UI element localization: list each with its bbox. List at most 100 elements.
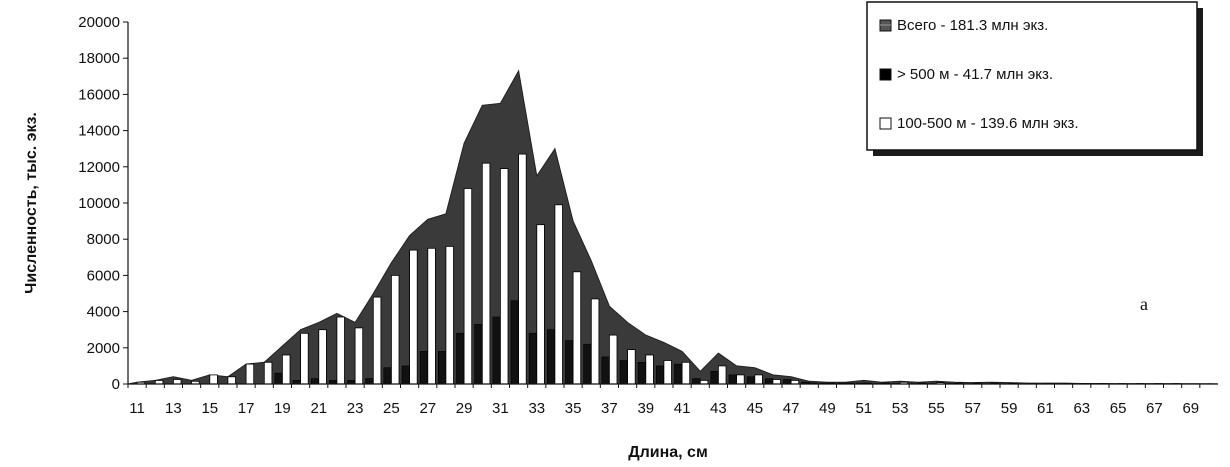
x-tick-label: 13: [165, 400, 182, 417]
bar-deep: [456, 332, 465, 385]
panel-label: а: [1140, 294, 1148, 314]
y-axis-ticks: 0 2000 4000 6000 8000 10000 12000 14000 16000 180…: [78, 14, 128, 393]
bar-deep: [565, 340, 574, 385]
legend-box: [866, 1, 1198, 151]
x-tick-label: 65: [1110, 400, 1127, 417]
bar-shallow: [554, 204, 563, 385]
x-tick-label: 55: [928, 400, 945, 417]
bar-shallow: [318, 329, 327, 385]
legend-label: > 500 м - 41.7 млн экз.: [897, 66, 1053, 83]
x-tick-label: 31: [492, 400, 509, 417]
legend-swatch: [879, 68, 892, 81]
bar-deep: [710, 370, 719, 385]
bar-shallow: [172, 379, 182, 385]
x-tick-label: 39: [637, 400, 654, 417]
bar-shallow: [536, 224, 545, 385]
x-axis-title: Длина, см: [628, 444, 708, 461]
legend-label: 100-500 м - 139.6 млн экз.: [897, 115, 1079, 132]
x-tick-label: 11: [129, 400, 145, 417]
bar-deep: [401, 365, 410, 385]
bar-shallow: [209, 374, 218, 385]
bar-deep: [601, 356, 610, 385]
bar-shallow: [263, 361, 273, 385]
y-tick-label: 6000: [87, 267, 120, 284]
bar-deep: [528, 332, 537, 385]
bar-deep: [274, 372, 283, 385]
bar-deep: [783, 379, 792, 385]
y-tick-label: 16000: [78, 86, 120, 103]
x-tick-label: 63: [1073, 400, 1090, 417]
bar-shallow: [663, 360, 672, 385]
x-tick-label: 43: [710, 400, 727, 417]
x-tick-label: 59: [1001, 400, 1018, 417]
bar-deep: [637, 361, 646, 385]
bar-deep: [655, 365, 665, 385]
bar-deep: [583, 343, 592, 385]
bar-deep: [546, 329, 556, 385]
x-tick-label: 33: [528, 400, 545, 417]
bar-shallow: [227, 376, 236, 385]
x-tick-label: 69: [1182, 400, 1199, 417]
bar-shallow: [445, 245, 454, 385]
x-tick-label: 35: [565, 400, 582, 417]
bar-shallow: [281, 354, 291, 385]
legend-label: Всего - 181.3 млн экз.: [897, 17, 1048, 34]
bar-shallow: [409, 249, 418, 385]
bar-shallow: [245, 363, 255, 385]
bar-shallow: [609, 334, 618, 385]
y-tick-label: 0: [112, 376, 120, 393]
series-total-area: [127, 69, 1219, 385]
y-tick-label: 4000: [87, 304, 120, 321]
bar-shallow: [754, 374, 763, 385]
bar-deep: [692, 378, 701, 385]
x-axis-ticks: 11 13 15 17 19 21 23 25 27 29 31 33 35 37 39 41 43 45 47 49…: [127, 384, 1201, 417]
bar-shallow: [300, 332, 309, 385]
x-tick-label: 47: [783, 400, 800, 417]
x-tick-label: 37: [601, 400, 618, 417]
x-tick-label: 41: [674, 400, 691, 417]
y-axis-title: Численность, тыс. экз.: [23, 112, 40, 294]
x-tick-label: 51: [855, 400, 872, 417]
total-area-layer: [127, 69, 1219, 385]
bar-shallow: [627, 349, 636, 385]
bar-deep: [728, 374, 737, 385]
bar-deep: [419, 351, 429, 385]
x-tick-label: 57: [964, 400, 981, 417]
legend-swatch: [879, 117, 892, 130]
bar-shallow: [427, 247, 436, 385]
y-tick-label: 12000: [78, 159, 120, 176]
x-tick-label: 27: [419, 400, 436, 417]
bar-deep: [674, 363, 683, 385]
y-tick-label: 8000: [87, 231, 120, 248]
bar-shallow: [499, 168, 509, 385]
x-tick-label: 45: [746, 400, 763, 417]
y-tick-label: 18000: [78, 50, 120, 67]
x-tick-label: 49: [819, 400, 836, 417]
bar-shallow: [463, 188, 473, 385]
bar-shallow: [590, 298, 600, 385]
bar-deep: [474, 323, 483, 385]
bar-shallow: [336, 316, 345, 385]
bar-deep: [383, 367, 392, 385]
bar-deep: [746, 376, 755, 385]
bar-shallow: [772, 379, 781, 385]
legend-items: Всего - 181.3 млн экз. > 500 м - 41.7 млн…: [879, 17, 1079, 132]
x-tick-label: 61: [1037, 400, 1054, 417]
x-tick-label: 53: [892, 400, 909, 417]
x-tick-label: 15: [201, 400, 218, 417]
bar-deep: [510, 300, 519, 385]
x-tick-label: 29: [456, 400, 473, 417]
bar-shallow: [681, 361, 691, 385]
bar-deep: [365, 378, 374, 385]
x-tick-label: 17: [238, 400, 255, 417]
bar-deep: [437, 351, 447, 385]
bar-shallow: [481, 162, 491, 385]
bar-shallow: [736, 374, 745, 385]
bar-deep: [310, 378, 320, 385]
bar-shallow: [645, 354, 654, 385]
x-tick-label: 25: [383, 400, 400, 417]
bar-shallow: [354, 327, 364, 385]
bar-deep: [492, 316, 501, 385]
x-tick-label: 67: [1146, 400, 1163, 417]
